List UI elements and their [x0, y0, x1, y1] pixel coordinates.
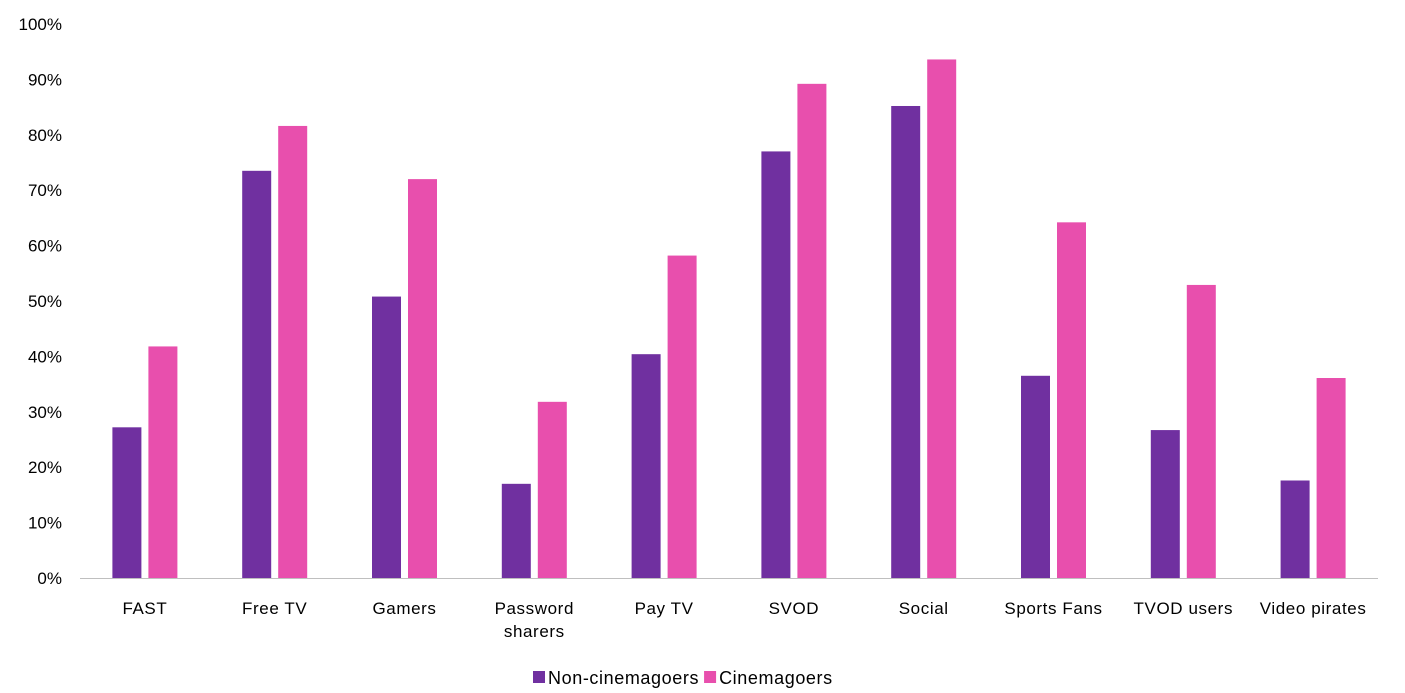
legend-swatch: [704, 671, 717, 683]
y-tick-label: 40%: [28, 347, 62, 366]
y-tick-label: 50%: [28, 292, 62, 311]
y-tick-label: 10%: [28, 514, 62, 533]
bar-cinemagoers-gamers: [408, 179, 437, 578]
x-category-label: Pay TV: [635, 599, 694, 618]
bar-cinemagoers-free-tv: [278, 125, 308, 578]
bar-non-cinemagoers-fast: [112, 427, 142, 578]
bar-non-cinemagoers-pay-tv: [631, 354, 661, 578]
x-category-label: Sports Fans: [1004, 599, 1102, 618]
bar-non-cinemagoers-free-tv: [242, 170, 272, 578]
y-tick-label: 60%: [28, 237, 62, 256]
y-tick-label: 100%: [19, 15, 62, 34]
bar-non-cinemagoers-tvod-users: [1150, 430, 1180, 578]
x-category-label: sharers: [504, 622, 565, 641]
bar-cinemagoers-fast: [148, 346, 178, 578]
x-category-label: Gamers: [372, 599, 436, 618]
y-tick-label: 80%: [28, 126, 62, 145]
x-category-label: Video pirates: [1260, 599, 1367, 618]
bar-non-cinemagoers-svod: [761, 151, 791, 579]
x-axis-labels: FAST Free TV Gamers Password sharers Pay TV SV…: [122, 599, 1367, 641]
y-tick-label: 90%: [28, 70, 62, 89]
y-tick-label: 30%: [28, 403, 62, 422]
bar-non-cinemagoers-video-pirates: [1280, 480, 1310, 578]
legend-label: Cinemagoers: [719, 668, 833, 688]
bar-cinemagoers-sports-fans: [1057, 222, 1086, 578]
x-category-label: Password: [495, 599, 574, 618]
x-category-label: FAST: [122, 599, 167, 618]
x-category-label: Free TV: [242, 599, 307, 618]
x-category-label: SVOD: [769, 599, 820, 618]
y-axis: 0% 10% 20% 30% 40% 50% 60% 70% 80% 90% 100%: [19, 15, 62, 588]
bar-non-cinemagoers-social: [891, 105, 921, 578]
bar-non-cinemagoers-gamers: [372, 296, 401, 578]
x-category-label: Social: [899, 599, 949, 618]
y-tick-label: 0%: [37, 569, 62, 588]
bar-non-cinemagoers-sports-fans: [1021, 375, 1050, 578]
bars: [112, 59, 1346, 579]
bar-cinemagoers-social: [927, 59, 957, 579]
bar-non-cinemagoers-password-sharers: [501, 483, 531, 578]
legend-label: Non-cinemagoers: [548, 668, 699, 688]
bar-cinemagoers-video-pirates: [1316, 378, 1346, 578]
legend: Non-cinemagoers Cinemagoers: [533, 668, 833, 688]
y-tick-label: 70%: [28, 181, 62, 200]
x-category-label: TVOD users: [1134, 599, 1234, 618]
y-tick-label: 20%: [28, 458, 62, 477]
bar-cinemagoers-pay-tv: [667, 255, 697, 578]
bar-cinemagoers-tvod-users: [1186, 284, 1216, 578]
legend-swatch: [533, 671, 545, 683]
bar-cinemagoers-svod: [797, 83, 827, 578]
bar-cinemagoers-password-sharers: [537, 401, 567, 578]
